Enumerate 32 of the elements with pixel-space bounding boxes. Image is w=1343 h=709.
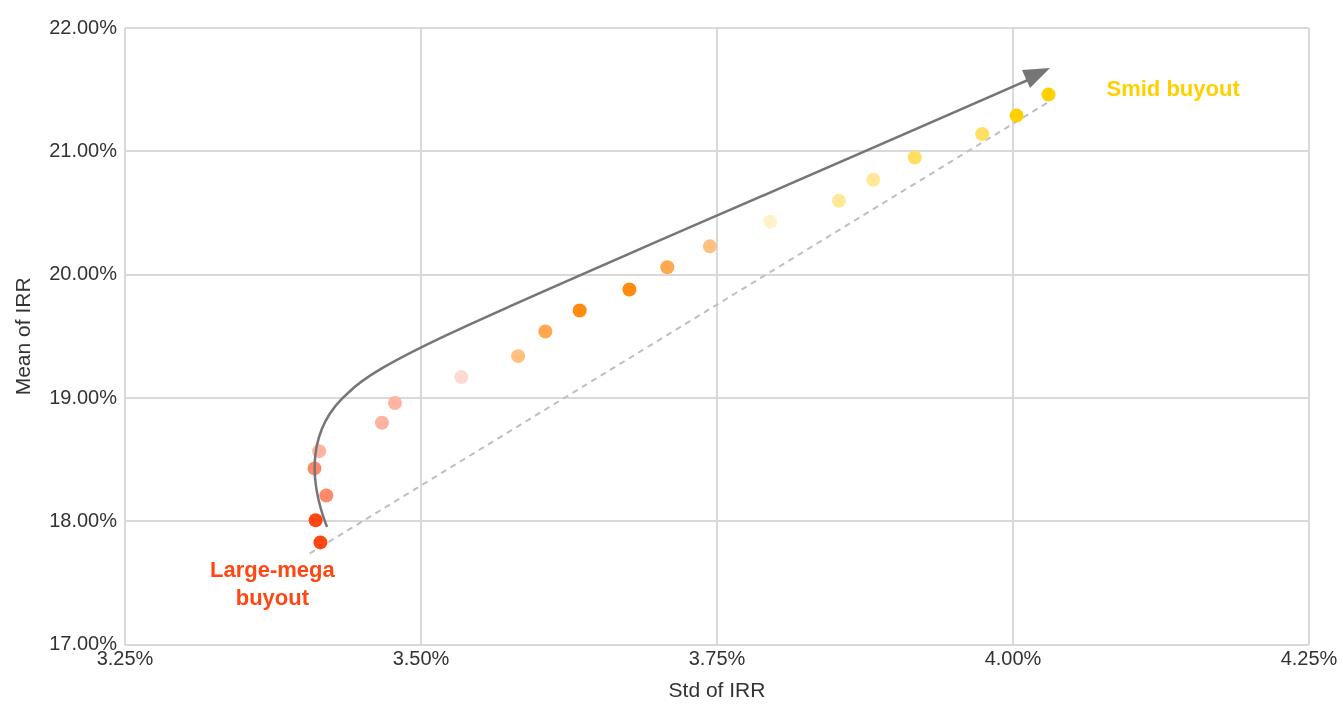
point — [907, 150, 922, 165]
y-tick-label: 21.00% — [49, 138, 118, 161]
x-tick-label: 3.75% — [688, 647, 746, 670]
x-tick-label: 4.00% — [984, 647, 1042, 670]
point — [622, 282, 637, 297]
y-tick-label: 18.00% — [49, 508, 118, 531]
point — [831, 193, 846, 208]
y-axis-title: Mean of IRR — [11, 277, 35, 396]
x-tick-label: 3.50% — [392, 647, 450, 670]
y-tick-label: 19.00% — [49, 385, 118, 408]
x-tick-label: 4.25% — [1280, 647, 1338, 670]
point — [319, 488, 334, 503]
point — [454, 370, 469, 385]
point — [660, 260, 675, 275]
point — [387, 396, 402, 411]
point — [866, 172, 881, 187]
annotation: Large-mega buyout — [210, 557, 336, 611]
point — [1041, 87, 1056, 102]
point — [538, 324, 553, 339]
point — [308, 513, 323, 528]
point — [374, 415, 389, 430]
point — [763, 214, 778, 229]
point — [511, 349, 526, 364]
point — [313, 535, 328, 550]
point — [572, 303, 587, 318]
x-axis-title: Std of IRR — [668, 678, 766, 702]
point — [1009, 108, 1024, 123]
point — [975, 127, 990, 142]
y-tick-label: 22.00% — [49, 15, 118, 38]
point — [702, 239, 717, 254]
annotation: Smid buyout — [1106, 75, 1241, 101]
y-tick-label: 20.00% — [49, 262, 118, 285]
